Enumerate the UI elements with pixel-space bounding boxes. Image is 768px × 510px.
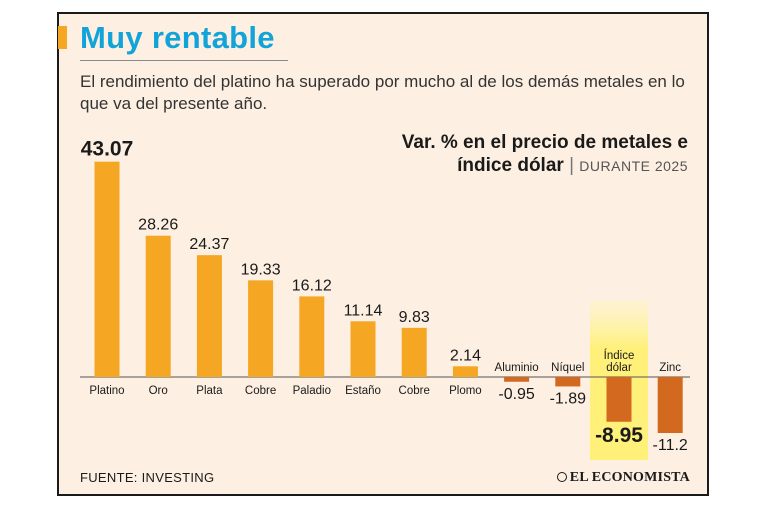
category-label: Zinc <box>659 362 681 374</box>
bar <box>555 377 581 387</box>
data-label: 11.14 <box>344 302 383 319</box>
data-label: -8.95 <box>595 424 643 447</box>
source-note: FUENTE: INVESTING <box>80 470 215 485</box>
category-label: Cobre <box>245 385 276 397</box>
page-title: Muy rentable <box>80 20 275 55</box>
data-label: -11.2 <box>653 437 688 454</box>
chart-title: Var. % en el precio de metales e índice … <box>402 131 688 178</box>
category-label: Oro <box>149 385 168 397</box>
data-label: 19.33 <box>241 261 281 278</box>
bar <box>94 161 120 377</box>
category-label: Cobre <box>399 385 430 397</box>
data-label: 16.12 <box>292 277 332 294</box>
chart-title-line-1: Var. % en el precio de metales e <box>401 132 688 153</box>
bar <box>299 296 325 377</box>
bar <box>504 377 530 382</box>
chart-title-period: DURANTE 2025 <box>579 158 688 174</box>
chart-title-separator: | <box>569 155 575 176</box>
title-underline <box>80 60 288 61</box>
data-label: 24.37 <box>189 236 229 253</box>
data-label: 43.07 <box>81 138 134 161</box>
bar <box>452 366 478 377</box>
data-label: 2.14 <box>450 347 481 364</box>
data-label: 9.83 <box>399 309 430 326</box>
chart-title-emphasis: índice dólar <box>457 155 564 176</box>
brand-logo: EL ECONOMISTA <box>556 470 690 486</box>
category-label: Estaño <box>345 385 381 397</box>
category-label: Plomo <box>449 385 482 397</box>
globe-icon <box>556 472 567 482</box>
brand-name: EL ECONOMISTA <box>569 470 690 485</box>
title-accent-bar <box>58 26 67 49</box>
bar <box>350 321 376 377</box>
category-label: Aluminio <box>495 362 539 374</box>
bar <box>657 377 683 433</box>
subtitle: El rendimiento del platino ha superado p… <box>80 72 685 113</box>
bar <box>196 255 222 377</box>
bar <box>606 377 632 422</box>
data-label: -1.89 <box>550 390 587 407</box>
category-label: Plata <box>196 385 223 397</box>
bar <box>145 235 171 377</box>
chart-title-line-2: índice dólar | DURANTE 2025 <box>402 154 688 178</box>
data-label: -0.95 <box>498 386 535 403</box>
category-label: Paladio <box>293 385 331 397</box>
bar <box>401 327 427 377</box>
category-label: dólar <box>606 362 632 374</box>
category-label: Platino <box>89 385 124 397</box>
data-label: 28.26 <box>138 217 178 234</box>
category-label: Índice <box>604 349 635 362</box>
bar <box>248 280 274 377</box>
category-label: Níquel <box>551 362 584 374</box>
